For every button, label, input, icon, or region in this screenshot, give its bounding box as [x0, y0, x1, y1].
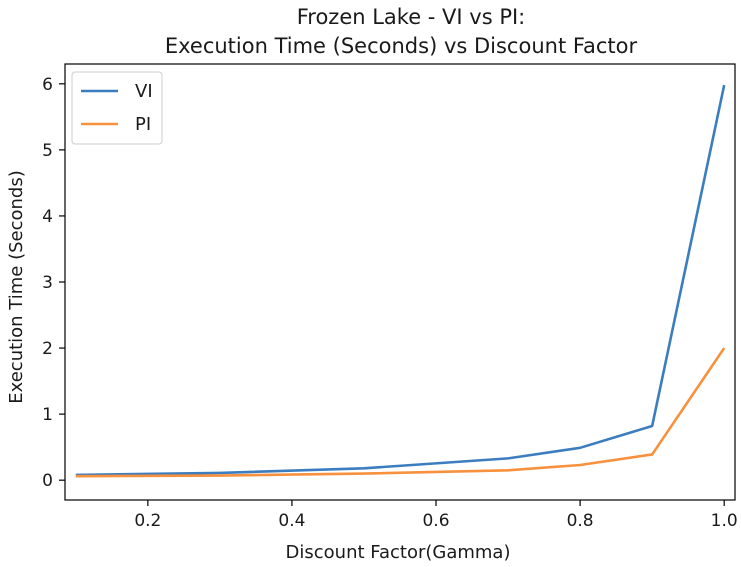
- series-lines: [75, 84, 726, 478]
- y-tick-label: 3: [42, 273, 53, 293]
- series-line-vi: [75, 84, 726, 477]
- x-tick-label: 0.6: [422, 511, 449, 531]
- x-axis: 0.2 0.4 0.6 0.8 1.0: [134, 500, 738, 531]
- x-tick-label: 0.4: [278, 511, 305, 531]
- y-tick-label: 0: [42, 471, 53, 491]
- x-tick-label: 1.0: [711, 511, 738, 531]
- chart-title-line-1: Frozen Lake - VI vs PI:: [297, 5, 526, 29]
- y-tick-label: 6: [42, 75, 53, 95]
- y-tick-label: 2: [42, 339, 53, 359]
- x-axis-label: Discount Factor(Gamma): [286, 542, 511, 563]
- y-axis: 0 1 2 3 4 5 6: [42, 75, 65, 491]
- chart-title-line-2: Execution Time (Seconds) vs Discount Fac…: [165, 34, 638, 58]
- legend: VI PI: [71, 71, 163, 145]
- legend-label-pi: PI: [135, 114, 151, 135]
- y-tick-label: 4: [42, 207, 53, 227]
- series-line-pi: [75, 347, 726, 478]
- legend-label-vi: VI: [135, 81, 153, 102]
- y-tick-label: 5: [42, 141, 53, 161]
- x-tick-label: 0.8: [567, 511, 594, 531]
- y-tick-label: 1: [42, 405, 53, 425]
- plot-area-frame: [64, 63, 736, 501]
- x-tick-label: 0.2: [134, 511, 161, 531]
- y-axis-label: Execution Time (Seconds): [6, 170, 27, 404]
